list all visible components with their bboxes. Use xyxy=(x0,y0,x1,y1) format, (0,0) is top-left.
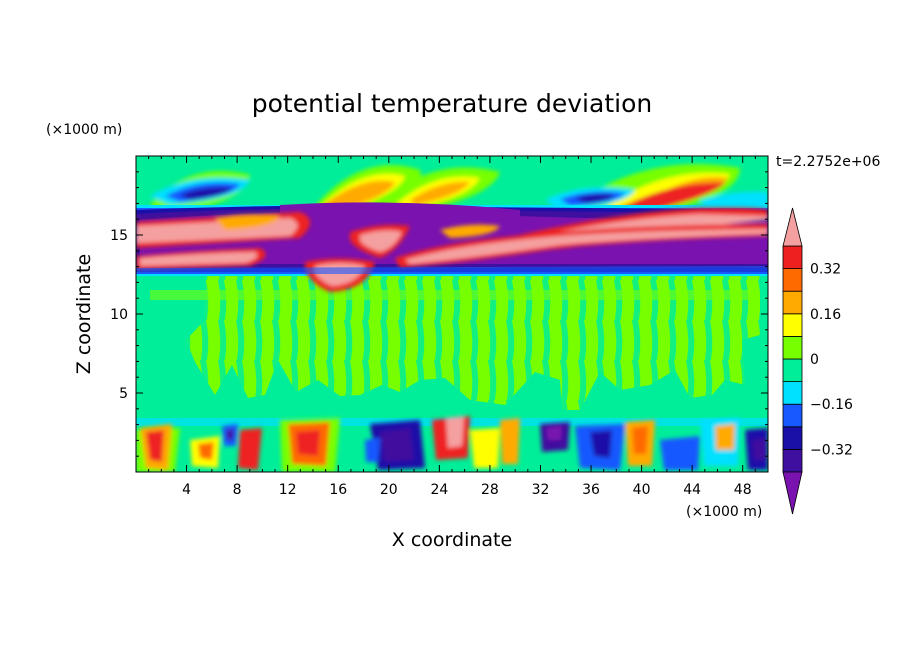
x-tick-label: 20 xyxy=(380,482,398,498)
x-tick-label: 32 xyxy=(532,482,550,498)
colorbar-label: 0 xyxy=(810,352,819,368)
x-tick-label: 36 xyxy=(582,482,600,498)
colorbar-swatch xyxy=(782,448,803,473)
colorbar-under-triangle xyxy=(782,471,803,515)
colorbar-label: 0.32 xyxy=(810,262,841,278)
time-label: t=2.2752e+06 xyxy=(776,154,880,170)
x-tick-label: 44 xyxy=(683,482,701,498)
x-unit-label: (×1000 m) xyxy=(686,504,762,520)
colorbar-label: −0.16 xyxy=(810,397,853,413)
x-tick-label: 28 xyxy=(481,482,499,498)
x-tick-label: 24 xyxy=(430,482,448,498)
y-axis-label: Z coordinate xyxy=(73,254,95,374)
colorbar-label: −0.32 xyxy=(810,442,853,458)
x-tick-label: 12 xyxy=(279,482,297,498)
colorbar-swatch xyxy=(782,358,803,383)
region-lightgreen-top xyxy=(150,290,760,300)
x-tick-label: 16 xyxy=(329,482,347,498)
colorbar-swatch xyxy=(782,381,803,405)
x-tick-label: 4 xyxy=(182,482,191,498)
colorbar-swatch xyxy=(782,335,803,360)
x-tick-label: 40 xyxy=(633,482,651,498)
y-tick-label: 5 xyxy=(119,386,128,402)
colorbar-swatch xyxy=(782,268,803,292)
x-axis: 4 8 12 16 20 24 28 32 36 40 44 48 xyxy=(148,156,756,498)
y-unit-label: (×1000 m) xyxy=(46,122,122,138)
colorbar-swatch xyxy=(782,290,803,315)
y-axis: 5 10 15 xyxy=(110,171,768,457)
y-tick-label: 10 xyxy=(110,307,128,323)
colorbar: 0.32 0.16 0 −0.16 −0.32 xyxy=(782,207,853,515)
region-lightgreen xyxy=(186,275,760,410)
boundary-layer xyxy=(136,416,768,472)
x-tick-label: 8 xyxy=(233,482,242,498)
x-axis-label: X coordinate xyxy=(392,529,512,551)
tropopause-band xyxy=(136,202,768,292)
colorbar-swatch xyxy=(782,313,803,337)
colorbar-label: 0.16 xyxy=(810,307,841,323)
y-tick-label: 15 xyxy=(110,228,128,244)
warm-streaks xyxy=(136,207,768,292)
chart-title: potential temperature deviation xyxy=(252,89,652,118)
colorbar-swatch xyxy=(782,403,803,428)
colorbar-swatch xyxy=(782,245,803,270)
colorbar-over-triangle xyxy=(782,207,803,247)
colorbar-swatch xyxy=(782,426,803,450)
heatmap-field xyxy=(136,156,768,472)
x-tick-label: 48 xyxy=(734,482,752,498)
